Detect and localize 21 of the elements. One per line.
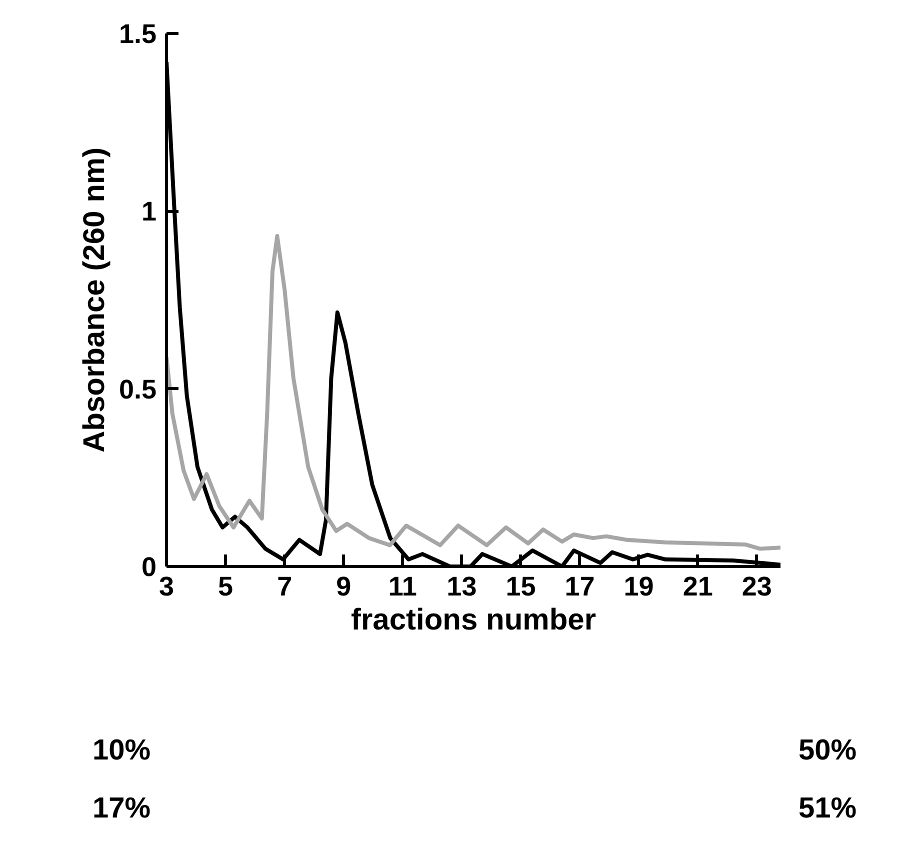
x-tick-label: 11 <box>388 572 417 602</box>
x-tick-label: 7 <box>277 572 292 602</box>
y-axis-title: Absorbance (260 nm) <box>78 147 111 453</box>
x-axis-title: fractions number <box>350 604 596 636</box>
text: 10% <box>92 734 151 766</box>
text: 51% <box>798 792 857 824</box>
x-tick-label: 3 <box>158 572 174 602</box>
y-tick-label: 1.5 <box>118 19 157 49</box>
x-tick-label: 21 <box>682 572 713 602</box>
y-tick-label: 0 <box>141 552 157 582</box>
text: 17% <box>92 792 151 824</box>
x-tick-label: 9 <box>336 572 352 602</box>
x-tick-label: 19 <box>624 572 654 602</box>
x-tick-label: 17 <box>564 572 595 602</box>
x-tick-label: 23 <box>742 572 772 602</box>
x-tick-label: 5 <box>218 572 234 602</box>
text: 50% <box>798 734 857 766</box>
x-tick-label: 15 <box>506 572 536 602</box>
x-tick-label: 13 <box>446 572 477 602</box>
y-tick-label: 1 <box>141 196 157 227</box>
y-tick-label: 0.5 <box>118 374 157 404</box>
